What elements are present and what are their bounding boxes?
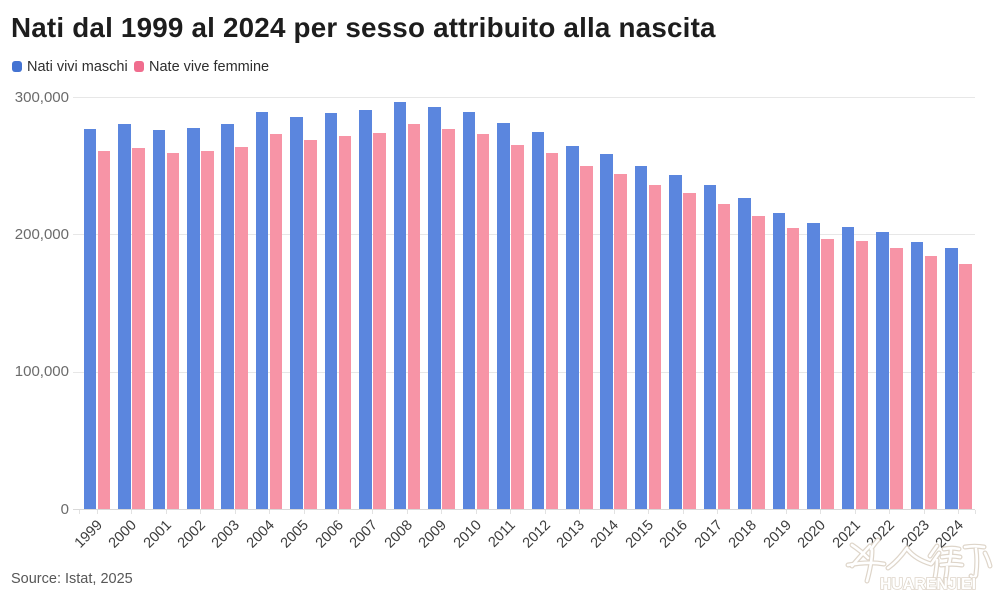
svg-text:HUARENJIEI: HUARENJIEI [880,576,976,593]
